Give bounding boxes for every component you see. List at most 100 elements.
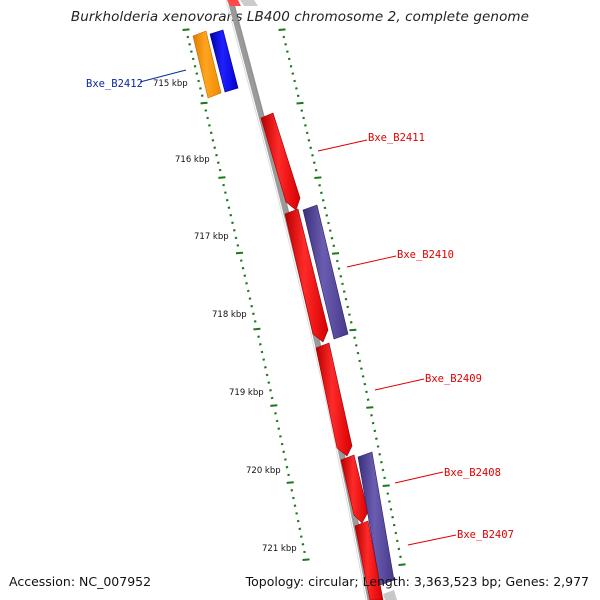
minor-tick	[227, 206, 231, 209]
minor-tick	[381, 468, 385, 472]
minor-tick	[222, 183, 225, 187]
minor-tick	[246, 289, 250, 293]
scale-tick-label: 721 kbp	[262, 544, 297, 554]
minor-tick	[303, 550, 306, 554]
map-title: Burkholderia xenovorans LB400 chromosome…	[70, 9, 530, 25]
minor-tick	[325, 214, 329, 217]
minor-tick	[342, 290, 346, 293]
minor-tick	[356, 351, 360, 355]
gene-bxe-b2412-feature[interactable]	[209, 29, 239, 93]
minor-tick	[191, 57, 195, 61]
major-tick	[218, 176, 226, 179]
chromosome-backbone-highlight	[225, 0, 367, 600]
gene-label[interactable]: Bxe_B2408	[444, 467, 501, 479]
minor-tick	[337, 267, 341, 270]
minor-tick	[275, 419, 279, 423]
minor-tick	[299, 535, 303, 538]
scale-tick-label: 719 kbp	[229, 388, 264, 398]
minor-tick	[302, 116, 305, 120]
minor-tick	[206, 116, 209, 120]
tick-track-inner	[182, 28, 310, 561]
minor-tick	[252, 312, 255, 316]
minor-tick	[282, 35, 286, 39]
minor-tick	[371, 421, 375, 425]
minor-tick	[195, 72, 199, 75]
gene-bxe-b2409-feature[interactable]	[315, 342, 353, 457]
minor-tick	[378, 453, 382, 456]
gene-bxe-b2408-feature[interactable]	[340, 454, 369, 524]
minor-tick	[370, 414, 373, 417]
minor-tick	[391, 515, 394, 519]
minor-tick	[335, 259, 339, 263]
minor-tick	[330, 236, 334, 240]
minor-tick	[307, 139, 311, 142]
minor-tick	[321, 199, 325, 202]
minor-tick	[363, 382, 367, 386]
minor-tick	[320, 191, 323, 195]
minor-tick	[375, 437, 378, 440]
minor-tick	[395, 539, 399, 543]
minor-tick	[298, 527, 302, 531]
minor-tick	[280, 442, 284, 446]
major-tick	[278, 28, 286, 31]
minor-tick	[267, 381, 271, 384]
minor-tick	[231, 221, 234, 225]
minor-tick	[353, 336, 356, 339]
minor-tick	[239, 259, 243, 262]
minor-tick	[211, 139, 215, 142]
gene-label[interactable]: Bxe_B2411	[368, 132, 425, 144]
minor-tick	[284, 43, 287, 46]
gene-label[interactable]: Bxe_B2407	[457, 529, 514, 541]
orf-forward-1[interactable]	[302, 204, 349, 340]
genome-summary-text: Topology: circular; Length: 3,363,523 bp…	[245, 574, 589, 589]
minor-tick	[341, 282, 344, 286]
minor-tick	[209, 131, 213, 135]
minor-tick	[287, 57, 291, 61]
minor-tick	[295, 512, 298, 515]
minor-tick	[383, 476, 386, 480]
minor-tick	[253, 320, 257, 323]
minor-tick	[190, 50, 193, 53]
minor-tick	[365, 390, 368, 394]
scale-tick-label: 715 kbp	[153, 79, 188, 89]
minor-tick	[318, 184, 321, 187]
gene-bxe-b2410-feature[interactable]	[284, 208, 329, 343]
minor-tick	[234, 236, 238, 240]
minor-tick	[292, 496, 295, 500]
callout-bxe-b2408	[394, 471, 444, 484]
minor-tick	[257, 335, 260, 338]
partial-feature-top	[240, 0, 258, 6]
minor-tick	[229, 213, 233, 217]
minor-tick	[293, 504, 297, 507]
major-tick	[331, 252, 340, 255]
gene-label[interactable]: Bxe_B2409	[425, 373, 482, 385]
minor-tick	[204, 109, 208, 112]
minor-tick	[296, 94, 300, 98]
gene-bxe-b2411-feature[interactable]	[260, 112, 301, 211]
callout-bxe-b2409	[374, 378, 425, 391]
minor-tick	[323, 206, 327, 210]
major-tick	[296, 101, 304, 105]
gene-label[interactable]: Bxe_B2412	[86, 78, 143, 90]
minor-tick	[291, 72, 295, 75]
orf-reverse-1[interactable]	[192, 30, 222, 99]
minor-tick	[344, 297, 348, 301]
minor-tick	[328, 229, 332, 232]
minor-tick	[304, 124, 307, 127]
callout-bxe-b2407	[407, 534, 457, 546]
minor-tick	[366, 398, 370, 401]
gene-label[interactable]: Bxe_B2410	[397, 249, 454, 261]
minor-tick	[264, 366, 267, 369]
minor-tick	[360, 367, 363, 370]
minor-tick	[285, 465, 289, 469]
minor-tick	[224, 191, 227, 194]
gene-bxe-b2407-feature[interactable]	[354, 520, 384, 600]
minor-tick	[295, 87, 298, 90]
minor-tick	[397, 547, 401, 551]
minor-tick	[301, 543, 305, 546]
minor-tick	[193, 65, 197, 68]
minor-tick	[250, 304, 254, 308]
major-tick	[270, 404, 278, 407]
orf-forward-2[interactable]	[357, 451, 395, 586]
